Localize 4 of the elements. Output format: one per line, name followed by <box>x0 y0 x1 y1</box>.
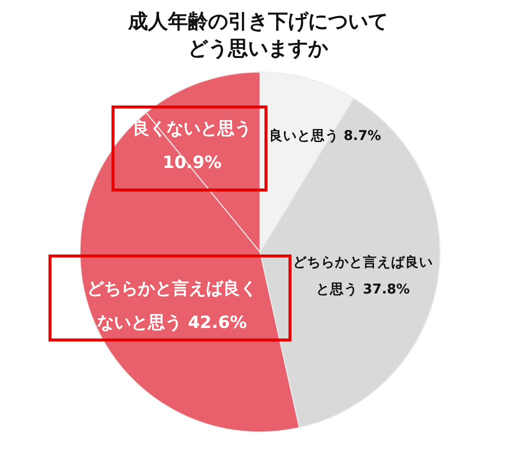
chart-title: 成人年齢の引き下げについてどう思いますか <box>127 9 388 60</box>
slice-label: 良いと思う 8.7% <box>268 127 382 144</box>
slice-label: どちらかと言えば良いと思う 37.8% <box>293 254 433 298</box>
slice-label: どちらかと言えば良くないと思う 42.6% <box>87 279 257 333</box>
